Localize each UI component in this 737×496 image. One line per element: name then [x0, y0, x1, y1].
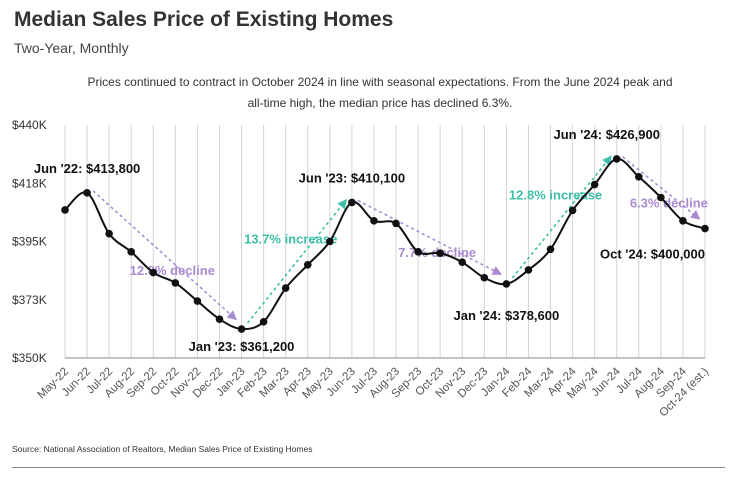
data-point: [215, 315, 224, 323]
data-point: [83, 189, 91, 197]
data-point: [392, 219, 400, 228]
data-point: [127, 248, 136, 256]
data-point: [634, 172, 643, 181]
footer-divider: [12, 467, 725, 468]
chart-note: Prices continued to contract in October …: [87, 75, 673, 110]
data-point: [105, 229, 113, 238]
data-point: [436, 249, 444, 257]
data-label: Jun '22: $413,800: [34, 161, 140, 176]
data-point: [546, 245, 555, 254]
data-point: [568, 206, 577, 215]
trend-label: 13.7% increase: [244, 232, 337, 247]
chart-subtitle: Two-Year, Monthly: [14, 40, 129, 56]
data-point: [348, 198, 356, 207]
y-tick-label: $350K: [12, 351, 47, 365]
trend-arrow: [92, 190, 237, 321]
data-point: [370, 216, 378, 225]
y-tick-label: $418K: [12, 176, 47, 190]
y-tick-label: $395K: [12, 235, 47, 249]
trend-label: 12.8% decline: [130, 263, 215, 278]
data-point: [303, 261, 312, 269]
data-label: Jan '24: $378,600: [454, 308, 560, 323]
data-labels: Jun '22: $413,800 Jan '23: $361,200 Jun '2…: [34, 127, 705, 354]
data-point: [701, 224, 709, 233]
data-label: Jun '24: $426,900: [554, 127, 660, 142]
data-point: [657, 193, 665, 202]
data-point: [171, 279, 180, 287]
data-point: [480, 273, 489, 282]
data-point: [458, 258, 467, 267]
data-point: [281, 284, 290, 292]
trend-arrow: [622, 156, 701, 220]
trend-arrow: [511, 155, 612, 279]
data-point: [326, 237, 334, 246]
source-note: Source: National Association of Realtors…: [12, 444, 313, 454]
data-point: [679, 216, 687, 225]
data-points: [61, 155, 709, 333]
trend-label: 6.3% decline: [630, 196, 708, 211]
data-point: [149, 268, 158, 277]
data-point: [612, 155, 621, 163]
data-label: Oct '24: $400,000: [600, 247, 705, 262]
chart-title: Median Sales Price of Existing Homes: [14, 8, 394, 31]
data-point: [524, 266, 533, 274]
data-point: [193, 297, 202, 305]
trend-arrow: [357, 199, 503, 275]
grid: [64, 125, 706, 358]
y-tick-label: $440K: [12, 118, 47, 132]
data-point: [414, 248, 422, 256]
data-label: Jan '23: $361,200: [189, 339, 295, 354]
data-point: [259, 317, 268, 326]
data-point: [502, 280, 511, 288]
data-label: Jun '23: $410,100: [299, 170, 405, 185]
y-tick-label: $373K: [12, 293, 47, 307]
trend-arrow: [246, 198, 348, 324]
data-point: [237, 325, 246, 333]
data-point: [590, 180, 599, 189]
data-point: [61, 206, 69, 214]
trend-label: 12.8% increase: [509, 187, 602, 202]
